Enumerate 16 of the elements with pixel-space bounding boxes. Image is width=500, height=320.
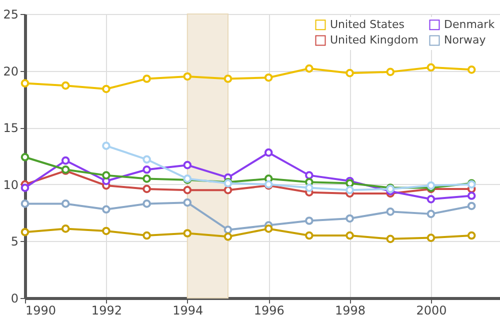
legend-label: Norway [444,34,486,46]
x-tick-label: 1990 [26,304,56,318]
x-tick-label: 1996 [254,304,284,318]
legend-label: United Kingdom [330,34,418,46]
x-tick-label: 1994 [172,304,204,318]
y-tick-label: 10 [3,178,18,192]
y-tick-label: 25 [3,8,18,22]
x-tick-label: 2000 [416,304,447,318]
legend-label: United States [330,18,405,31]
y-tick-label: 20 [3,64,18,78]
legend-label: Denmark [444,18,496,31]
x-tick-label: 1998 [335,304,366,318]
y-tick-label: 15 [3,121,18,136]
y-tick-label: 0 [10,292,18,306]
y-tick-label: 5 [10,234,18,249]
x-tick-label: 1992 [91,304,122,318]
